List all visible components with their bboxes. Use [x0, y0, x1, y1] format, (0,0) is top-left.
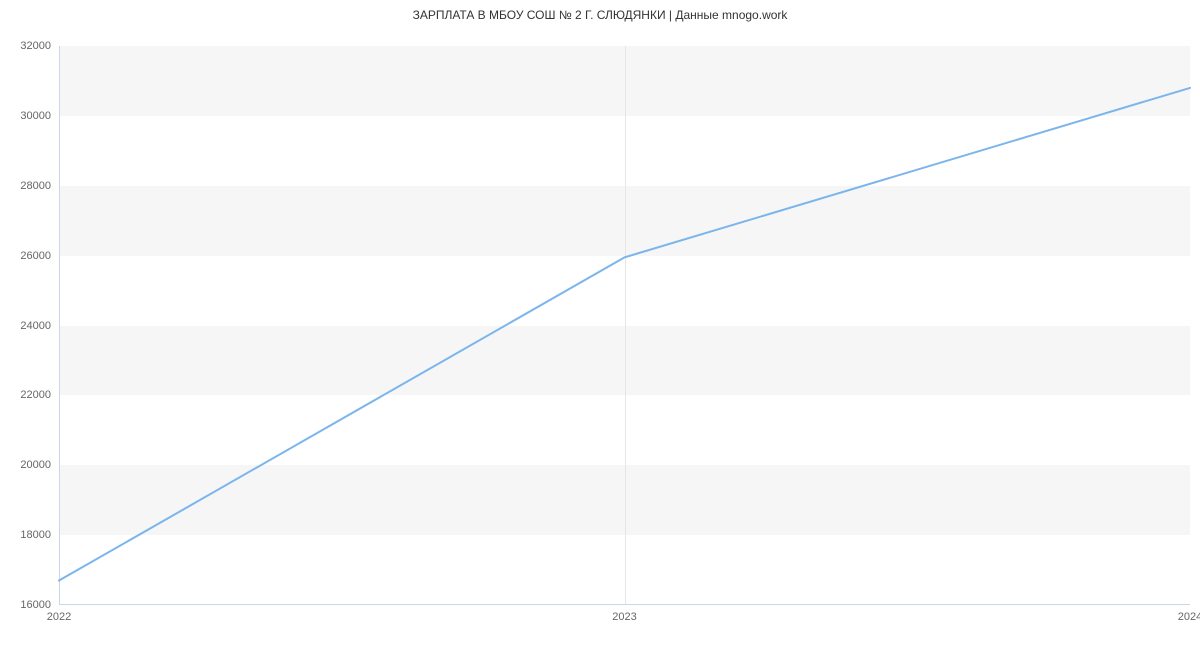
y-tick-label: 30000: [20, 110, 51, 122]
y-tick-label: 16000: [20, 599, 51, 611]
plot-area: 1600018000200002200024000260002800030000…: [59, 46, 1190, 605]
x-tick-label: 2023: [612, 611, 636, 623]
y-tick-label: 20000: [20, 459, 51, 471]
salary-chart: ЗАРПЛАТА В МБОУ СОШ № 2 Г. СЛЮДЯНКИ | Да…: [0, 0, 1200, 650]
line-layer: [59, 46, 1190, 605]
y-tick-label: 26000: [20, 250, 51, 262]
y-tick-label: 22000: [20, 389, 51, 401]
y-tick-label: 32000: [20, 40, 51, 52]
y-tick-label: 18000: [20, 529, 51, 541]
y-tick-label: 24000: [20, 320, 51, 332]
y-tick-label: 28000: [20, 180, 51, 192]
x-tick-label: 2022: [47, 611, 71, 623]
chart-title: ЗАРПЛАТА В МБОУ СОШ № 2 Г. СЛЮДЯНКИ | Да…: [0, 8, 1200, 22]
x-tick-label: 2024: [1178, 611, 1200, 623]
series-line-salary: [59, 88, 1190, 581]
